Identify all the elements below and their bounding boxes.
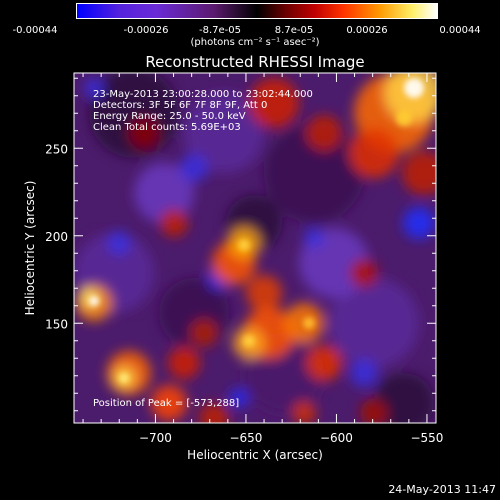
heatmap-blob bbox=[264, 123, 364, 223]
heatmap-blob bbox=[403, 207, 435, 239]
peak-position-label: Position of Peak = [-573,288] bbox=[93, 398, 240, 409]
chart-title: Reconstructed RHESSI Image bbox=[145, 53, 365, 71]
colorbar bbox=[76, 3, 438, 19]
heatmap-plot bbox=[74, 73, 436, 423]
heatmap-blob bbox=[292, 401, 316, 423]
heatmap-blob bbox=[350, 259, 378, 287]
heatmap-blob bbox=[246, 275, 282, 311]
colorbar-tick-label: 0.00026 bbox=[346, 25, 388, 36]
annotation-block: 23-May-2013 23:00:28.000 to 23:02:44.000… bbox=[93, 89, 313, 133]
heatmap-highlight bbox=[404, 78, 424, 98]
x-tick-label: −650 bbox=[229, 431, 262, 445]
heatmap-blob bbox=[306, 115, 342, 151]
heatmap-highlight bbox=[119, 373, 129, 383]
heatmap-blob bbox=[350, 359, 378, 387]
y-tick-label: 150 bbox=[45, 317, 68, 331]
annotation-energy-range: Energy Range: 25.0 - 50.0 keV bbox=[93, 111, 246, 122]
heatmap-blob bbox=[84, 78, 104, 98]
heatmap-highlight bbox=[243, 335, 255, 347]
heatmap-blob bbox=[360, 399, 388, 423]
heatmap-blob bbox=[128, 117, 160, 149]
colorbar-tick-label: -8.7e-05 bbox=[199, 25, 241, 36]
heatmap-blob bbox=[402, 151, 436, 195]
heatmap-highlight bbox=[89, 296, 99, 306]
heatmap-blob bbox=[229, 388, 249, 408]
heatmap-blob bbox=[180, 154, 208, 182]
heatmap-blob bbox=[329, 278, 419, 368]
x-tick-label: −550 bbox=[410, 431, 443, 445]
heatmap-blob bbox=[190, 319, 218, 347]
heatmap-blob bbox=[374, 373, 434, 423]
annotation-detectors: Detectors: 3F 5F 6F 7F 8F 9F, Att 0 bbox=[93, 100, 268, 111]
heatmap-blob bbox=[151, 385, 187, 421]
footer-timestamp: 24-May-2013 11:47 bbox=[388, 483, 496, 496]
heatmap-blob bbox=[184, 93, 264, 173]
heatmap-blob bbox=[160, 209, 188, 237]
colorbar-tick-label: 8.7e-05 bbox=[274, 25, 314, 36]
x-tick-label: −600 bbox=[320, 431, 353, 445]
x-tick-label: −700 bbox=[139, 431, 172, 445]
heatmap-blob bbox=[134, 163, 194, 223]
heatmap-blob bbox=[304, 228, 324, 248]
heatmap-blob bbox=[349, 128, 399, 178]
heatmap-highlight bbox=[303, 317, 315, 329]
annotation-clean-counts: Clean Total counts: 5.69E+03 bbox=[93, 122, 241, 133]
heatmap-blob bbox=[249, 78, 299, 128]
x-axis-label: Heliocentric X (arcsec) bbox=[187, 448, 323, 462]
heatmap-highlight bbox=[238, 239, 250, 251]
heatmap-blob bbox=[199, 403, 229, 423]
colorbar-units-label: (photons cm⁻² s⁻¹ asec⁻²) bbox=[190, 37, 320, 48]
colorbar-tick-label: 0.00044 bbox=[439, 25, 481, 36]
heatmap-blob bbox=[107, 231, 131, 255]
heatmap-blob bbox=[306, 345, 342, 381]
plot-frame bbox=[73, 72, 437, 424]
annotation-time-range: 23-May-2013 23:00:28.000 to 23:02:44.000 bbox=[93, 89, 313, 100]
heatmap-blob bbox=[168, 347, 200, 379]
colorbar-tick-label: -0.00044 bbox=[12, 25, 58, 36]
y-tick-label: 200 bbox=[45, 230, 68, 244]
colorbar-tick-label: -0.00026 bbox=[123, 25, 169, 36]
y-tick-label: 250 bbox=[45, 142, 68, 156]
heatmap-highlight bbox=[396, 110, 412, 126]
y-axis-label: Heliocentric Y (arcsec) bbox=[23, 180, 37, 316]
